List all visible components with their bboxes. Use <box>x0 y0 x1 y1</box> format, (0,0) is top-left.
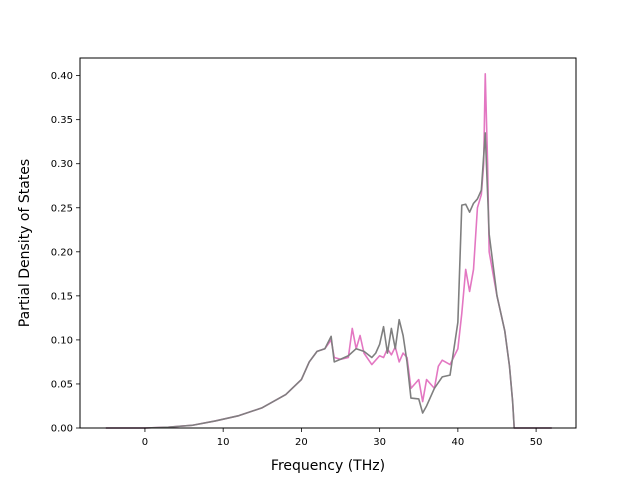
x-axis-ticks: 0 10 20 30 40 50 <box>142 428 543 448</box>
y-tick-label: 0.35 <box>51 115 73 126</box>
y-axis-label: Partial Density of States <box>17 159 33 327</box>
y-tick-label: 0.25 <box>51 203 73 214</box>
y-tick-label: 0.15 <box>51 291 73 302</box>
x-tick-label: 40 <box>452 437 465 448</box>
x-tick-label: 10 <box>217 437 230 448</box>
series-line-2 <box>105 132 552 429</box>
y-tick-label: 0.05 <box>51 379 73 390</box>
x-tick-label: 30 <box>373 437 386 448</box>
x-tick-label: 50 <box>530 437 543 448</box>
x-tick-label: 0 <box>142 437 148 448</box>
y-tick-label: 0.20 <box>51 247 73 258</box>
y-axis-ticks: 0.00 0.05 0.10 0.15 0.20 0.25 0.30 0.35 0.40 <box>51 71 80 435</box>
y-tick-label: 0.30 <box>51 159 73 170</box>
plot-area-frame <box>79 57 577 429</box>
series-layer <box>105 73 552 429</box>
x-tick-label: 20 <box>295 437 308 448</box>
x-axis-label: Frequency (THz) <box>271 458 385 474</box>
y-tick-label: 0.10 <box>51 335 73 346</box>
y-tick-label: 0.00 <box>51 424 73 435</box>
y-tick-label: 0.40 <box>51 71 73 82</box>
